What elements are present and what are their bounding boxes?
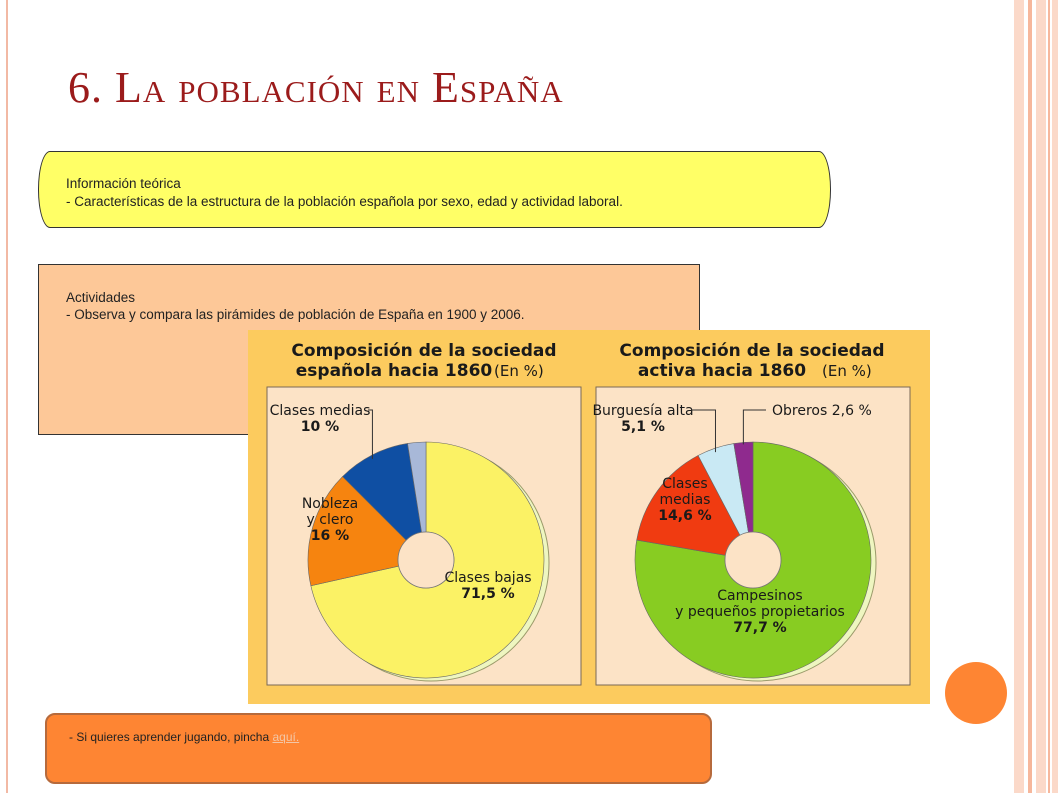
chart-1-title: Composición de la sociedad [291,341,556,361]
info-box: Información teórica - Características de… [38,151,831,228]
activities-text: - Observa y compara las pirámides de pob… [66,307,525,322]
chart-1-label-1-line-1: Clases bajas [444,570,531,586]
chart-1-subtitle: española hacia 1860 [296,361,493,381]
chart-panel: Composición de la sociedad española hacia… [248,330,930,704]
chart-2-label-obreros: Obreros 2,6 % [772,403,872,419]
play-box: - Si quieres aprender jugando, pincha aq… [45,713,712,784]
chart-2-label-1-line-2: y pequeños propietarios [675,604,845,620]
slide-title: 6. La población en España [68,63,564,112]
chart-2-title: Composición de la sociedad [619,341,884,361]
chart-1-value-1: 71,5 % [461,586,514,602]
left-border [6,0,8,793]
play-link[interactable]: aquí. [272,730,300,744]
right-decorative-stripes [1014,0,1058,793]
chart-2-value-2: 14,6 % [658,508,711,524]
chart-1-label-2-line-2: y clero [307,512,354,528]
activities-heading: Actividades [66,290,136,305]
chart-1-label-3-line-1: Clases medias [270,403,371,419]
play-text: - Si quieres aprender jugando, pincha [69,730,273,744]
chart-2-label-2-line-1: Clases [662,476,707,492]
info-heading: Información teórica [66,176,181,191]
chart-1-label-2-line-1: Nobleza [302,496,358,512]
chart-2-subtitle: activa hacia 1860 [638,361,806,381]
chart-2-value-3: 5,1 % [621,419,665,435]
decorative-orange-circle [945,662,1007,724]
chart-1-value-3: 10 % [301,419,339,435]
chart-2-label-3-line-1: Burguesía alta [592,403,693,419]
chart-2-value-1: 77,7 % [733,620,786,636]
chart-1-value-2: 16 % [311,528,349,544]
chart-2-label-1-line-1: Campesinos [717,588,802,604]
info-text: - Características de la estructura de la… [66,194,623,209]
chart-2-unit-note: (En %) [822,362,872,380]
chart-2-label-2-line-2: medias [660,492,711,508]
chart-1-unit-note: (En %) [494,362,544,380]
